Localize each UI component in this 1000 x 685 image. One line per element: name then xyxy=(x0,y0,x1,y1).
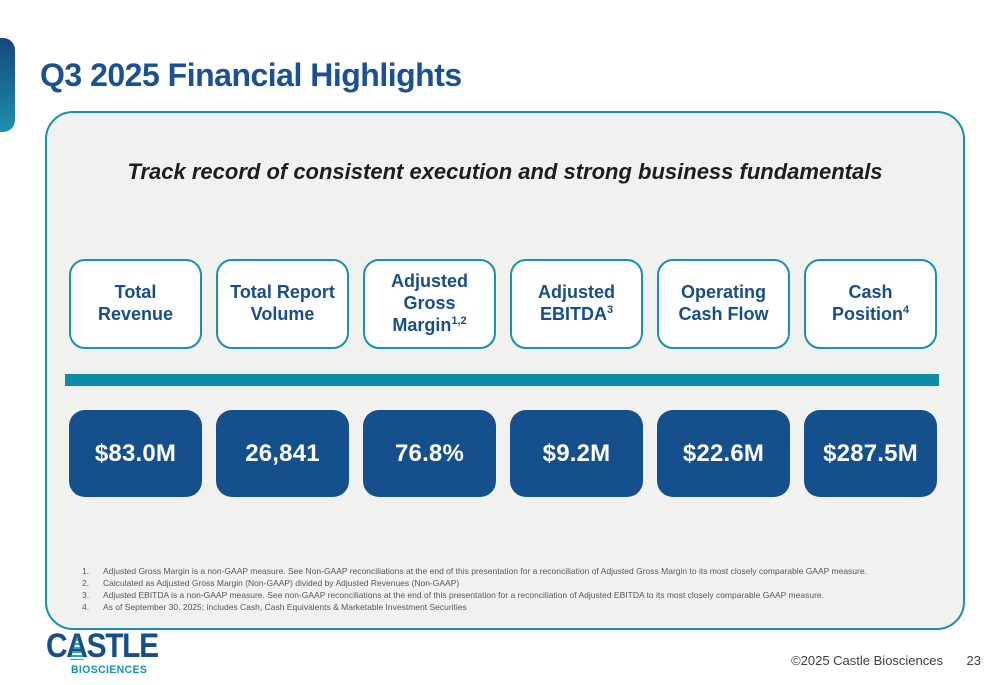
metric-label-text: Cash Position xyxy=(831,282,903,324)
logo-letter-c: C xyxy=(46,627,68,665)
logo-letters-stle: STLE xyxy=(86,627,160,665)
metric-value-adjusted-ebitda: $9.2M xyxy=(510,410,643,497)
metric-label-footnote-ref: 4 xyxy=(902,304,910,316)
metric-value-adjusted-gross-margin: 76.8% xyxy=(363,410,496,497)
footer-copyright: ©2025 Castle Biosciences xyxy=(791,653,943,668)
title-accent-bar xyxy=(0,38,15,132)
metric-label-adjusted-ebitda: Adjusted EBITDA3 xyxy=(510,259,643,349)
footnote-4: 4. As of September 30, 2025; includes Ca… xyxy=(82,601,933,613)
footnote-number: 3. xyxy=(82,590,90,600)
metric-label-operating-cash-flow: Operating Cash Flow xyxy=(657,259,790,349)
metric-label-text: Adjusted Gross Margin xyxy=(390,271,468,335)
logo-wordmark: CASTLE xyxy=(46,627,160,665)
teal-divider-bar xyxy=(65,374,939,386)
footnote-text: Adjusted EBITDA is a non-GAAP measure. S… xyxy=(103,590,824,600)
page-title: Q3 2025 Financial Highlights xyxy=(40,57,462,93)
footnote-text: Adjusted Gross Margin is a non-GAAP meas… xyxy=(103,566,867,576)
metric-label-cash-position: Cash Position4 xyxy=(804,259,937,349)
footnote-1: 1. Adjusted Gross Margin is a non-GAAP m… xyxy=(82,565,933,577)
metric-label-text: Adjusted EBITDA xyxy=(537,282,615,324)
metric-label-total-report-volume: Total Report Volume xyxy=(216,259,349,349)
metric-value-cash-position: $287.5M xyxy=(804,410,937,497)
footnote-number: 4. xyxy=(82,602,90,612)
metric-value-operating-cash-flow: $22.6M xyxy=(657,410,790,497)
logo-subtext: BIOSCIENCES xyxy=(71,664,148,676)
metric-label-text: Operating Cash Flow xyxy=(678,282,769,324)
footnote-number: 2. xyxy=(82,578,90,588)
footnote-text: Calculated as Adjusted Gross Margin (Non… xyxy=(103,578,460,588)
footnote-2: 2. Calculated as Adjusted Gross Margin (… xyxy=(82,577,933,589)
metric-label-total-revenue: Total Revenue xyxy=(69,259,202,349)
footer-page-number: 23 xyxy=(966,653,981,668)
footnote-number: 1. xyxy=(82,566,90,576)
metric-label-text: Total Report Volume xyxy=(230,282,335,324)
metric-label-adjusted-gross-margin: Adjusted Gross Margin1,2 xyxy=(363,259,496,349)
footnotes: 1. Adjusted Gross Margin is a non-GAAP m… xyxy=(82,565,933,613)
metric-value-total-revenue: $83.0M xyxy=(69,410,202,497)
footnote-3: 3. Adjusted EBITDA is a non-GAAP measure… xyxy=(82,589,933,601)
footnote-text: As of September 30, 2025; includes Cash,… xyxy=(103,602,467,612)
metric-label-text: Total Revenue xyxy=(97,282,174,324)
castle-biosciences-logo: CASTLE BIOSCIENCES xyxy=(46,629,173,676)
metric-label-footnote-ref: 1,2 xyxy=(451,314,467,327)
metric-value-total-report-volume: 26,841 xyxy=(216,410,349,497)
highlights-panel: Track record of consistent execution and… xyxy=(45,111,965,630)
logo-letter-a: A xyxy=(66,627,88,665)
metric-labels-row: Total Revenue Total Report Volume Adjust… xyxy=(69,259,937,349)
metric-values-row: $83.0M 26,841 76.8% $9.2M $22.6M $287.5M xyxy=(69,410,937,497)
metric-label-footnote-ref: 3 xyxy=(606,304,614,316)
panel-subtitle: Track record of consistent execution and… xyxy=(127,159,883,184)
